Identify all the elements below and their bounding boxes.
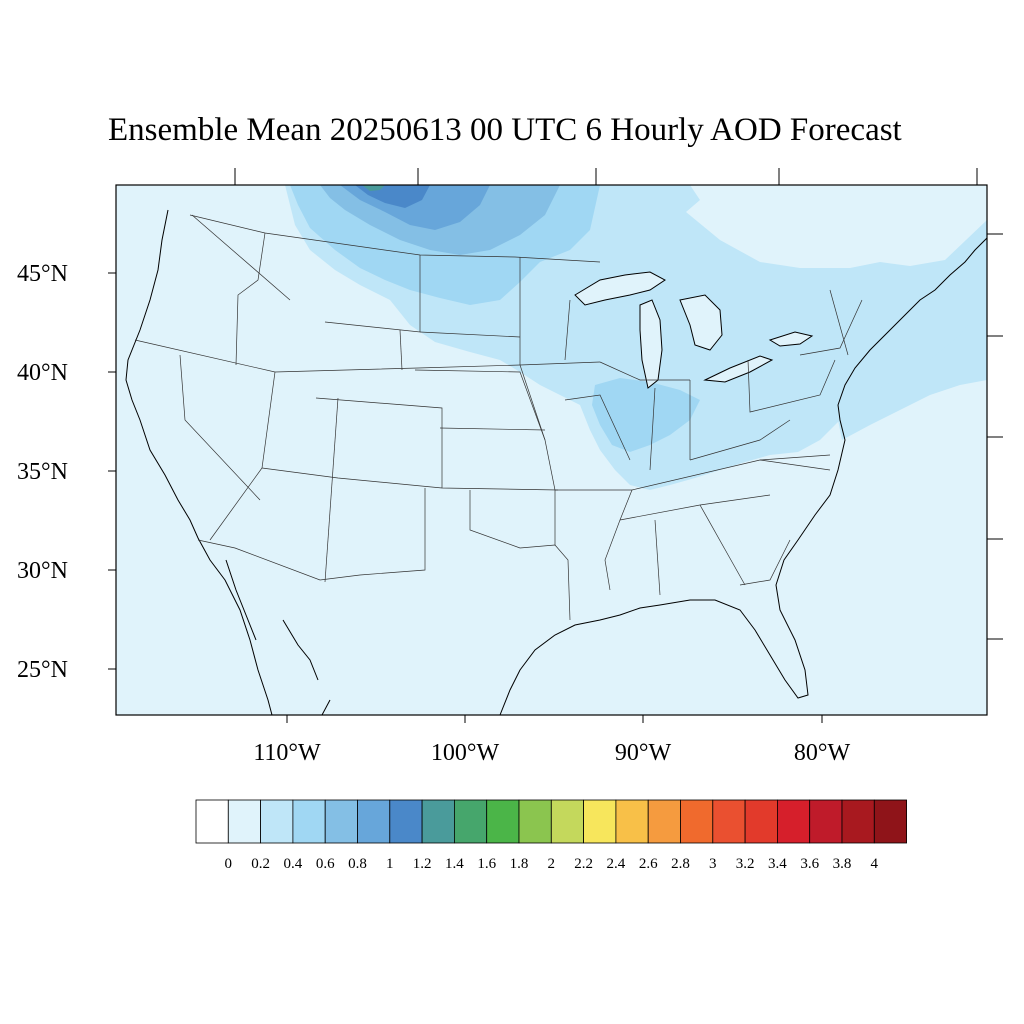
title-wrap: Ensemble Mean 20250613 00 UTC 6 Hourly A… <box>0 0 1024 160</box>
lon-label-80w: 80°W <box>794 740 851 766</box>
lake-superior <box>574 271 666 306</box>
colorbar-swatch <box>777 799 811 844</box>
lon-label-110w: 110°W <box>253 740 321 766</box>
colorbar-swatch <box>227 799 262 844</box>
aod-level-1.0 <box>355 185 430 208</box>
lon-ticks <box>234 168 978 723</box>
colorbar-tick-label: 2.6 <box>639 856 658 872</box>
colorbar-tick-label: 0.8 <box>348 856 367 872</box>
lat-ticks <box>108 233 1003 670</box>
colorbar-tick-label: 1.6 <box>477 856 496 872</box>
lat-label-40: 40°N <box>17 360 68 386</box>
colorbar-swatch <box>583 799 617 844</box>
colorbar-tick-label: 2.8 <box>671 856 690 872</box>
colorbar-tick-label: 3 <box>709 856 717 872</box>
colorbar-tick-label: 0.4 <box>284 856 303 872</box>
colorbar <box>195 799 907 844</box>
colorbar-swatch <box>680 799 714 844</box>
colorbar-swatch <box>841 799 875 844</box>
colorbar-swatch <box>486 799 520 844</box>
colorbar-swatch <box>389 799 423 844</box>
colorbar-tick-label: 3.4 <box>768 856 787 872</box>
lat-label-45: 45°N <box>17 261 68 287</box>
lat-label-30: 30°N <box>17 558 68 584</box>
colorbar-swatch <box>292 799 326 844</box>
colorbar-tick-label: 3.6 <box>800 856 819 872</box>
colorbar-tick-label: 0.6 <box>316 856 335 872</box>
colorbar-swatch <box>647 799 681 844</box>
aod-level-0.2-atlantic <box>838 300 987 440</box>
aod-level-1.2 <box>362 185 385 191</box>
colorbar-swatch <box>453 799 488 844</box>
colorbar-tick-label: 1 <box>386 856 394 872</box>
lake-ontario <box>768 331 814 347</box>
colorbar-tick-label: 0 <box>225 856 233 872</box>
colorbar-swatch <box>615 799 649 844</box>
lon-label-100w: 100°W <box>431 740 500 766</box>
colorbar-swatch <box>195 799 229 844</box>
colorbar-swatch <box>421 799 455 844</box>
colorbar-tick-label: 3.2 <box>736 856 755 872</box>
colorbar-tick-label: 2 <box>548 856 556 872</box>
colorbar-labels: 0 0.2 0.4 0.6 0.8 1 1.2 1.4 1.6 1.8 2 2.2 2.4 2.6 2.8 3… <box>225 856 879 872</box>
colorbar-swatch <box>357 799 391 844</box>
map-frame <box>115 184 988 716</box>
lon-labels: 110°W 100°W 90°W 80°W <box>253 740 850 766</box>
colorbar-swatch <box>744 799 778 844</box>
coastline <box>125 209 987 715</box>
colorbar-swatch <box>324 799 358 844</box>
map-title: Ensemble Mean 20250613 00 UTC 6 Hourly A… <box>108 112 902 148</box>
colorbar-swatch <box>260 799 294 844</box>
lake-erie <box>703 355 774 383</box>
colorbar-tick-label: 2.4 <box>607 856 626 872</box>
lat-label-35: 35°N <box>17 459 68 485</box>
political-boundaries <box>134 214 863 621</box>
colorbar-swatch <box>518 799 552 844</box>
lake-huron <box>679 294 723 351</box>
lat-label-25: 25°N <box>17 657 68 683</box>
lon-label-90w: 90°W <box>615 740 672 766</box>
colorbar-swatch <box>873 799 907 844</box>
aod-level-0.4-midwest <box>592 378 700 452</box>
colorbar-tick-label: 2.2 <box>574 856 593 872</box>
colorbar-tick-label: 4 <box>871 856 879 872</box>
lat-labels: 45°N 40°N 35°N 30°N 25°N <box>17 261 68 683</box>
colorbar-tick-label: 3.8 <box>833 856 852 872</box>
colorbar-tick-label: 1.8 <box>510 856 529 872</box>
colorbar-tick-label: 1.2 <box>413 856 432 872</box>
aod-field <box>125 185 987 715</box>
colorbar-swatch <box>712 799 746 844</box>
colorbar-swatch <box>550 799 584 844</box>
colorbar-tick-label: 0.2 <box>251 856 270 872</box>
colorbar-tick-label: 1.4 <box>445 856 464 872</box>
colorbar-swatch <box>809 799 843 844</box>
